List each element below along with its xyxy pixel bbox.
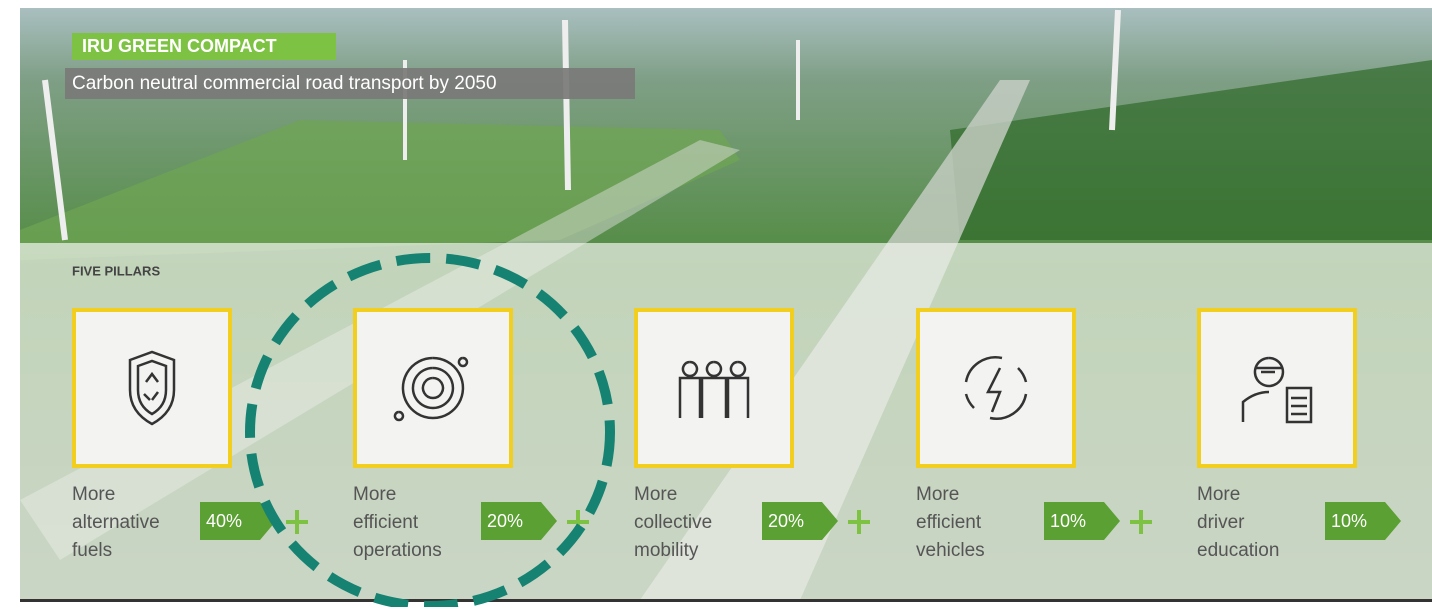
pillar-label: fuels xyxy=(72,540,112,561)
share-value: 40% xyxy=(206,511,242,531)
pillar-label: mobility xyxy=(634,540,699,561)
pillar-box xyxy=(1199,310,1355,466)
pillar-label: More xyxy=(1197,484,1240,505)
section-title: FIVE PILLARS xyxy=(72,263,160,278)
pillar-label: collective xyxy=(634,512,712,533)
pillar-label: efficient xyxy=(916,512,982,533)
pillar-label: More xyxy=(916,484,959,505)
pillar-box xyxy=(74,310,230,466)
share-value: 20% xyxy=(487,511,523,531)
pillar-label: More xyxy=(353,484,396,505)
bottom-border xyxy=(20,599,1432,602)
pillar-label: driver xyxy=(1197,512,1245,533)
share-value: 10% xyxy=(1050,511,1086,531)
pillar-label: efficient xyxy=(353,512,419,533)
pillar-box xyxy=(636,310,792,466)
pillar-label: More xyxy=(72,484,115,505)
pillar-label: education xyxy=(1197,540,1279,561)
pillar-box xyxy=(355,310,511,466)
pillar-label: More xyxy=(634,484,677,505)
pillar-box xyxy=(918,310,1074,466)
subtitle: Carbon neutral commercial road transport… xyxy=(72,73,497,94)
badge: IRU GREEN COMPACT xyxy=(82,36,277,56)
infographic: IRU GREEN COMPACT Carbon neutral commerc… xyxy=(0,0,1432,607)
share-value: 10% xyxy=(1331,511,1367,531)
pillar-label: vehicles xyxy=(916,540,985,561)
pillar-label: alternative xyxy=(72,512,160,533)
share-value: 20% xyxy=(768,511,804,531)
pillar-label: operations xyxy=(353,540,442,561)
